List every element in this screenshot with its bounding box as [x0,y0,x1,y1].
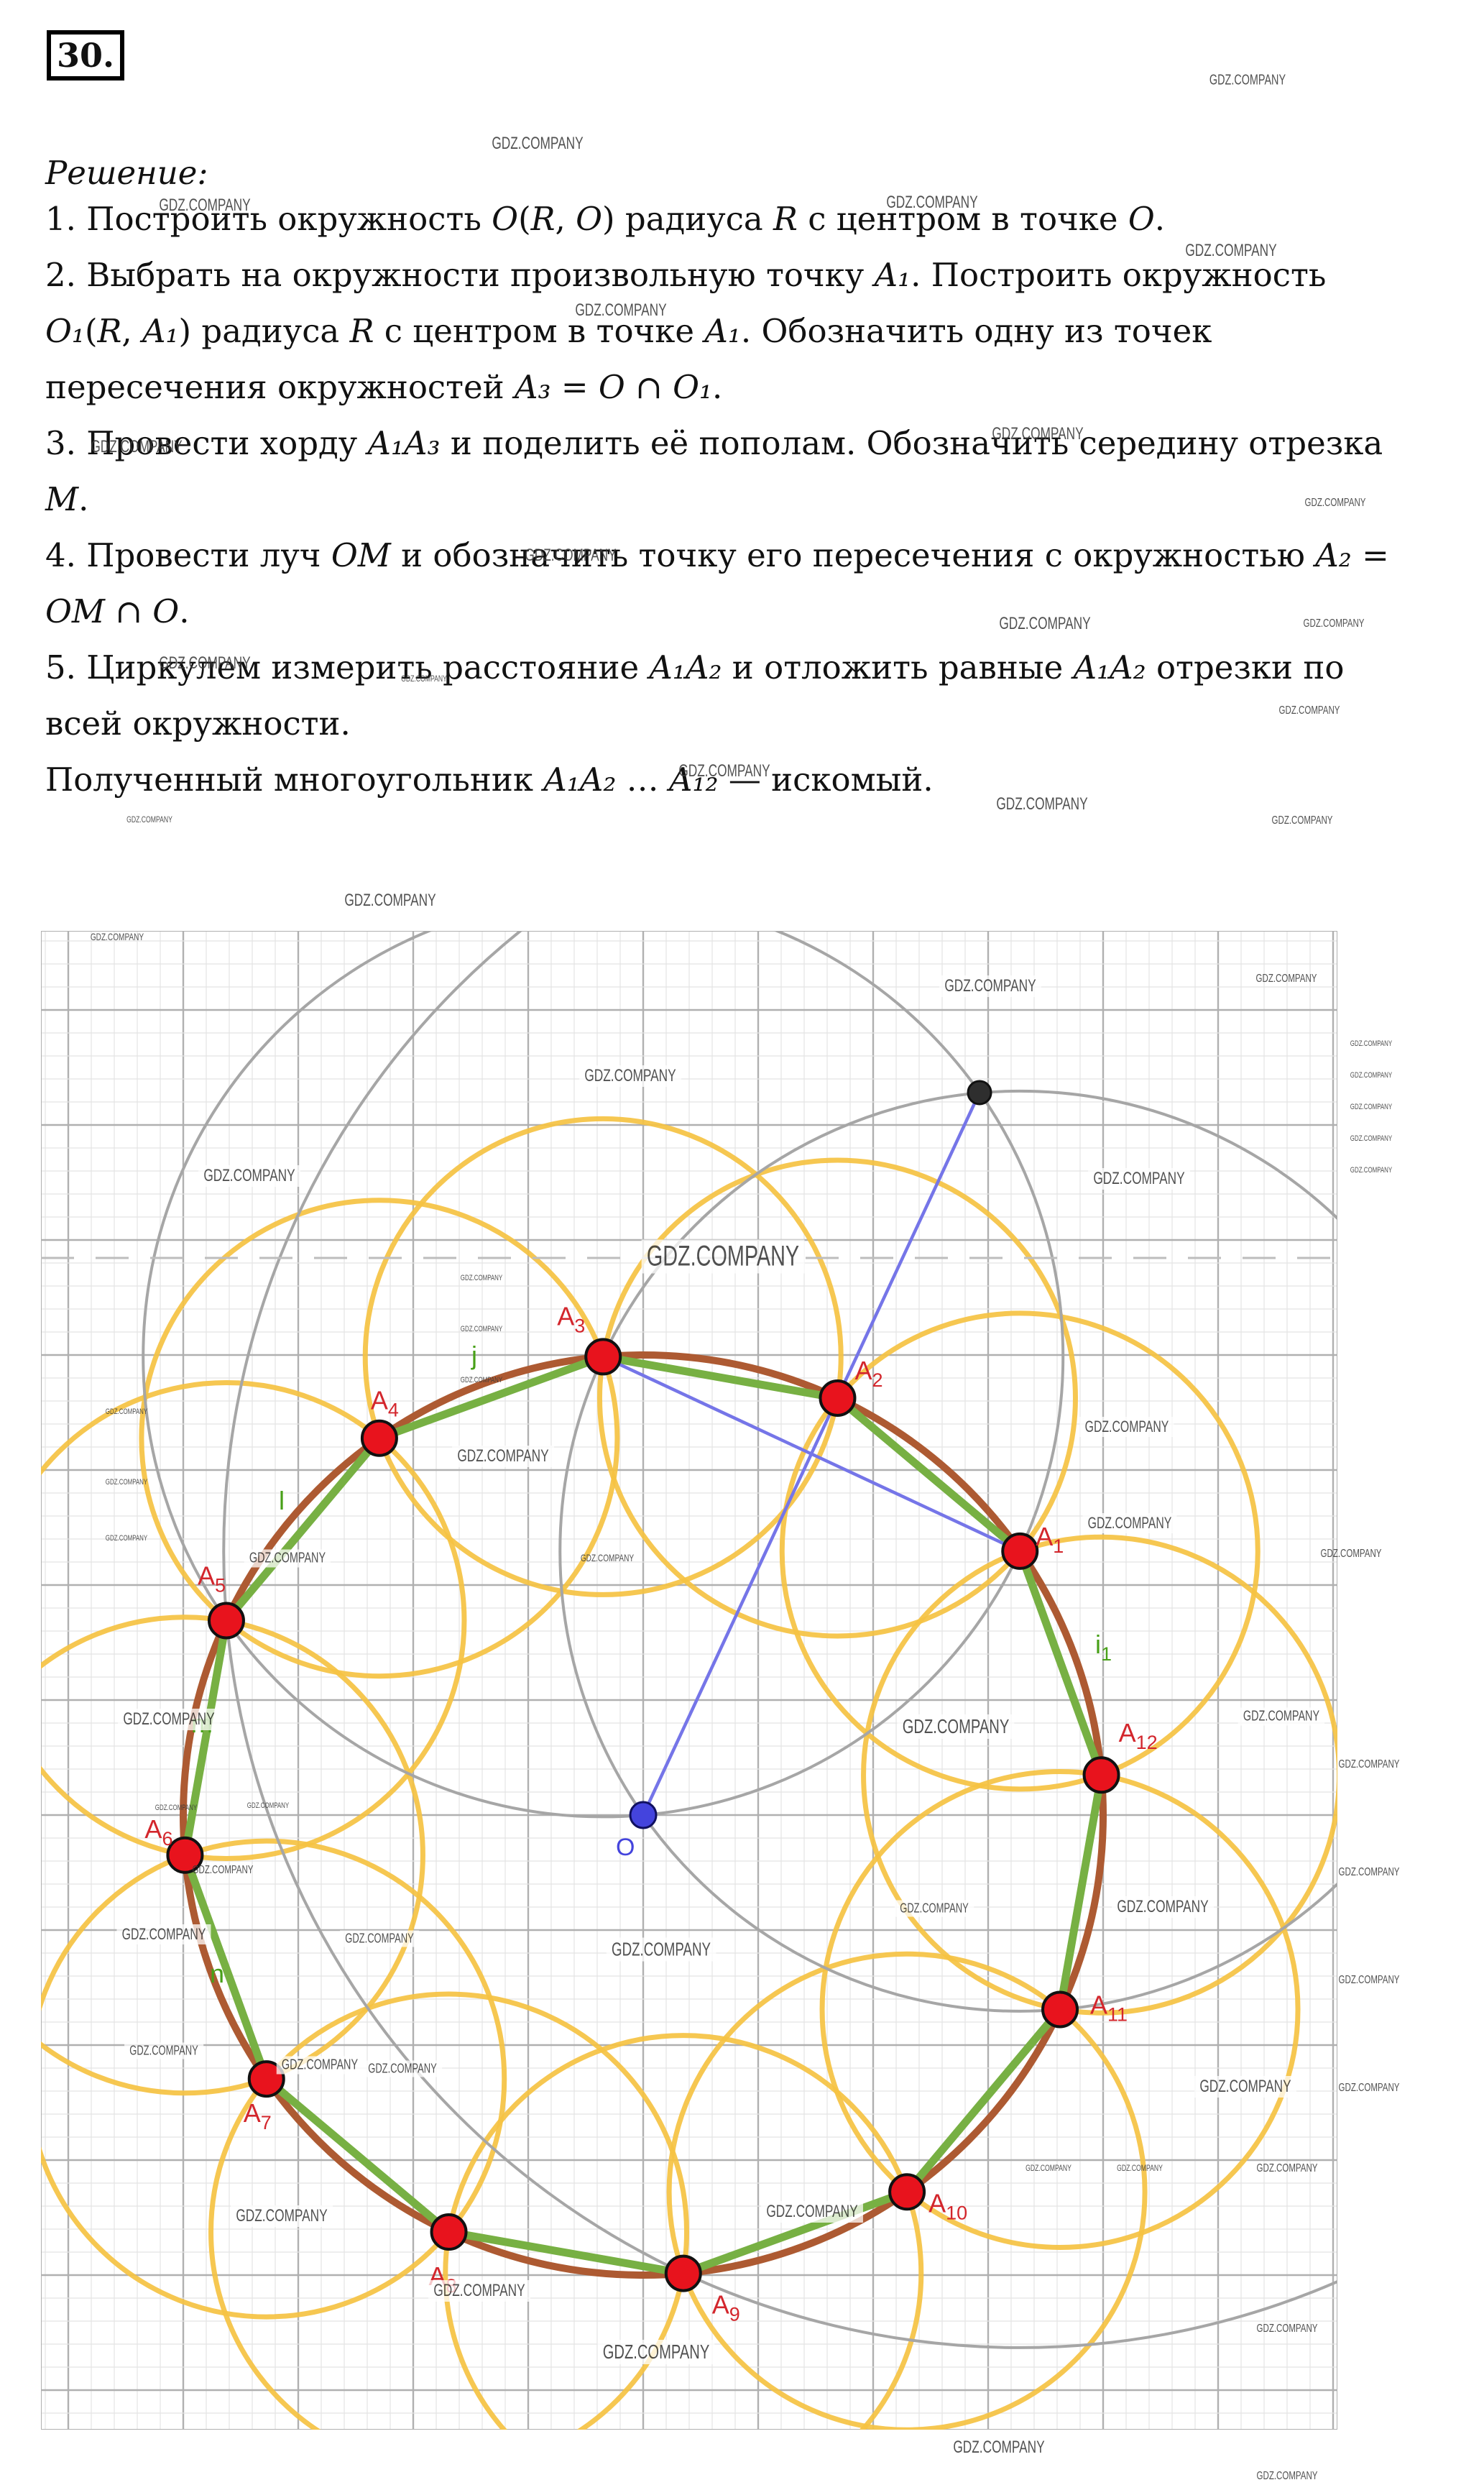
solution-line: всей окружности. [45,704,351,743]
construction-circle [222,931,1337,2349]
compass-circle [41,1614,425,2096]
solution-title: Решение: [45,154,208,192]
solution-line: M. [45,480,89,518]
solution-line: Полученный многоугольник A₁A₂ … A₁₂ — ис… [45,761,934,799]
vertex-label-a2: A2 [854,1356,882,1391]
compass-circle [666,1951,1148,2430]
problem-number: 30. [56,36,115,75]
vertex-label-a4: A4 [371,1386,399,1421]
vertex-dot-a1 [1001,1532,1039,1570]
vertex-dot-a4 [360,1419,398,1457]
construction-circle [142,931,1065,1819]
vertex-label-a9: A9 [712,2290,740,2325]
construction-circle [558,1090,1337,2013]
vertex-label-a7: A7 [244,2098,272,2133]
vertex-label-a6: A6 [144,1814,172,1850]
solution-line: 2. Выбрать на окружности произвольную то… [45,256,1327,294]
solution-lines: 1. Построить окружность O(R, O) радиуса … [45,191,1468,808]
solution-line: 3. Провести хорду A₁A₃ и поделить её поп… [45,424,1383,462]
vertex-dot-a10 [888,2173,926,2211]
vertex-dot-a9 [664,2254,702,2292]
vertex-dot-a7 [247,2060,285,2098]
main-circle [180,1351,1107,2279]
compass-circle [41,1838,507,2320]
solution-line: 1. Построить окружность O(R, O) радиуса … [45,200,1166,238]
compass-circle [779,1310,1261,1792]
vertex-dot-a5 [207,1602,245,1640]
segment-label-i1: i1 [1095,1630,1112,1665]
solution-line: пересечения окружностей A₃ = O ∩ O₁. [45,368,723,406]
solution-line: O₁(R, A₁) радиуса R с центром в точке A₁… [45,312,1212,350]
solution-line: 5. Циркулем измерить расстояние A₁A₂ и о… [45,648,1345,686]
compass-circle [362,1116,844,1597]
figure-root: A1 A2 A3 A4 A5 A6 A7 A8 A9 A10 A11 A12 Oj l m n i1 [41,931,1337,2430]
compass-circle [139,1198,620,1679]
vertex-dot-a12 [1082,1756,1120,1794]
vertex-dot-a11 [1041,1990,1079,2029]
compass-circle [443,2033,924,2430]
vertex-label-a5: A5 [198,1561,226,1597]
compass-circle [596,1157,1078,1639]
vertex-label-a1: A1 [1036,1522,1064,1557]
grid [41,931,1337,2430]
segment-label-m: m [191,1709,213,1738]
vertex-dot-a6 [166,1836,204,1874]
vertex-label-a11: A11 [1090,1990,1128,2025]
vertex-label-a10: A10 [928,2188,967,2223]
center-label: O [616,1834,635,1861]
ray-om [641,1092,982,1816]
vertex-dot-a2 [819,1379,857,1417]
vertex-dot-a3 [584,1338,622,1376]
vertex-label-a12: A12 [1119,1718,1158,1753]
compass-circle [861,1534,1337,2016]
segment-label-l: l [279,1486,285,1515]
compass-circle [41,1380,467,1861]
problem-number-box: 30. [47,30,124,81]
vertex-label-a8: A8 [429,2261,457,2297]
circles-intersection-dot [967,1080,992,1106]
center-dot [629,1801,658,1829]
vertex-dot-a8 [430,2213,468,2251]
vertex-label-a3: A3 [557,1301,585,1336]
segment-label-n: n [210,1959,224,1988]
solution-line: OM ∩ O. [45,592,190,630]
segment-label-j: j [471,1341,477,1370]
compass-circle [819,1768,1301,2250]
solution-line: 4. Провести луч OM и обозначить точку ег… [45,536,1389,574]
compass-circle [208,1991,689,2430]
